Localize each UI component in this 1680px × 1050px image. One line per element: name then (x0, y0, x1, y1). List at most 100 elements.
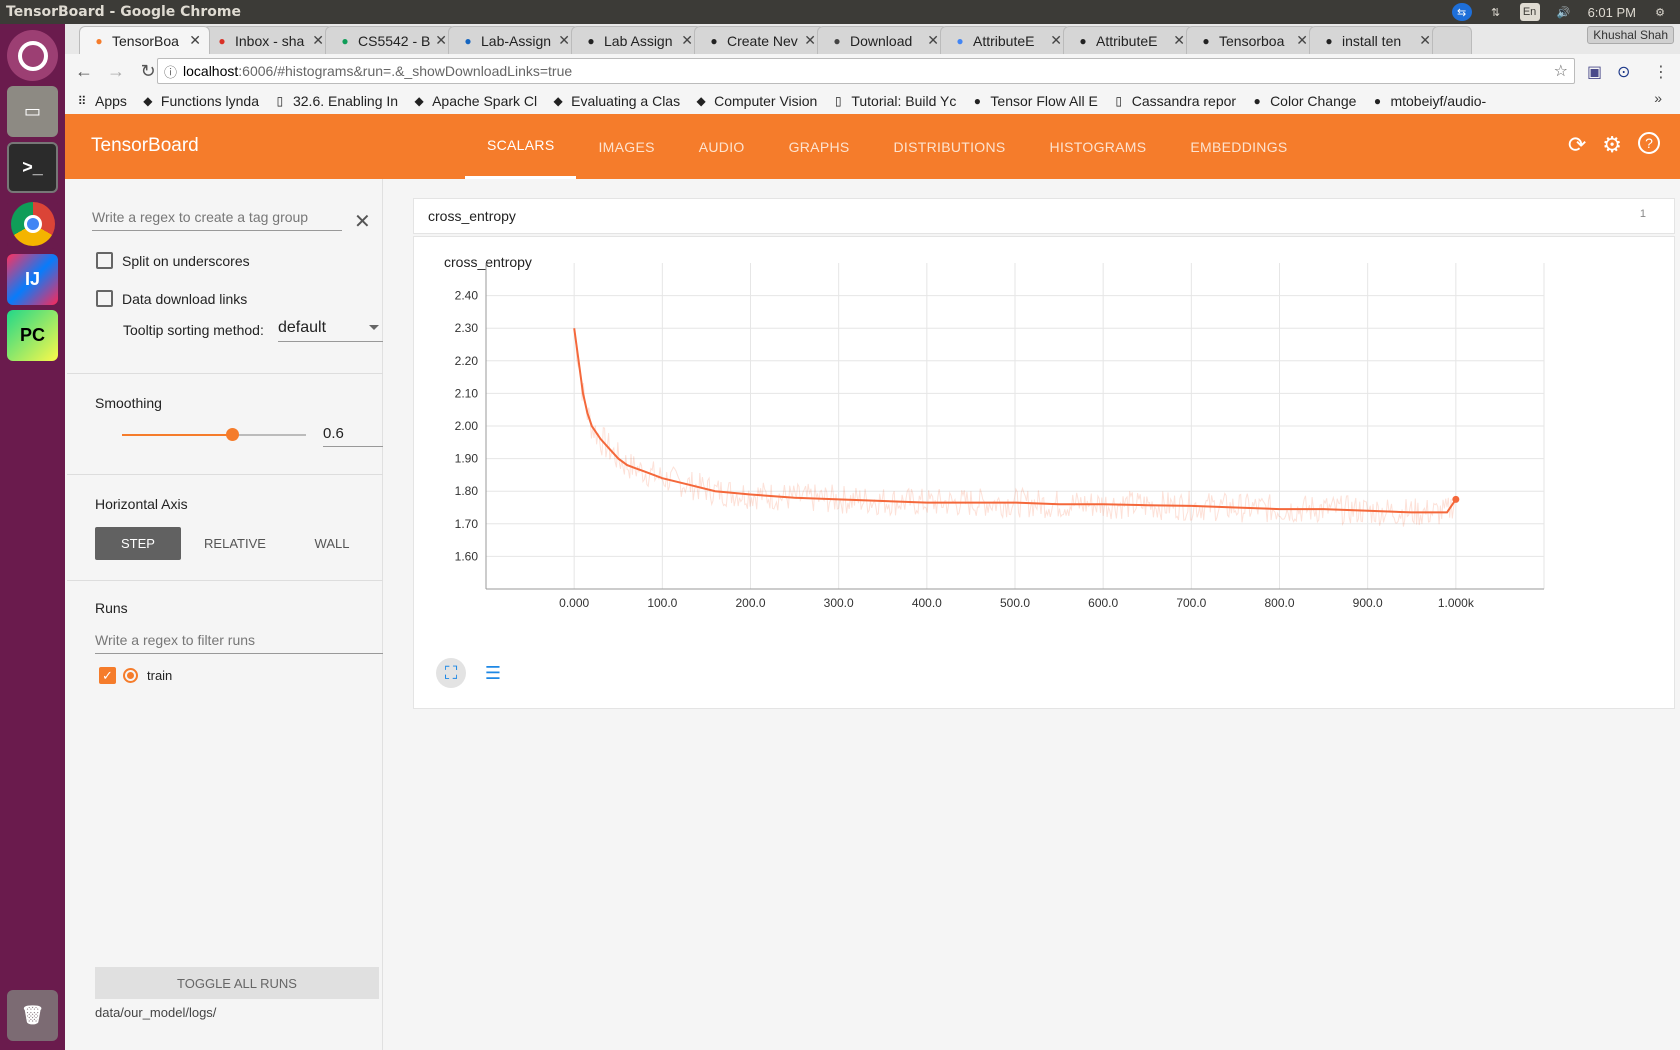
bookmark-label: Color Change (1270, 93, 1357, 109)
tab-scalars[interactable]: SCALARS (465, 114, 577, 179)
clock[interactable]: 6:01 PM (1587, 4, 1636, 20)
teamviewer-icon[interactable]: ⇆ (1451, 3, 1472, 21)
tab-close-icon[interactable]: ✕ (1173, 32, 1185, 48)
split-underscores-checkbox[interactable]: Split on underscores (96, 252, 250, 269)
tab-embeddings[interactable]: EMBEDDINGS (1190, 138, 1288, 155)
bookmark-item[interactable]: ◆ Computer Vision (694, 93, 817, 109)
browser-tab[interactable]: ● Tensorboa ✕ (1186, 26, 1317, 54)
browser-tab[interactable]: ● Lab-Assign ✕ (448, 26, 579, 54)
tab-audio[interactable]: AUDIO (698, 138, 745, 155)
tab-close-icon[interactable]: ✕ (312, 32, 324, 48)
tab-graphs[interactable]: GRAPHS (788, 138, 850, 155)
run-checkbox-check-icon[interactable]: ✓ (99, 667, 116, 684)
browser-tab[interactable]: ● Lab Assign ✕ (571, 26, 702, 54)
tab-close-icon[interactable]: ✕ (558, 32, 570, 48)
extension-play-icon[interactable]: ⊙ (1617, 64, 1631, 81)
clear-regex-close-icon[interactable]: ✕ (354, 211, 371, 233)
power-gear-icon[interactable]: ⚙ (1655, 6, 1665, 19)
forward-arrow-icon[interactable]: → (107, 60, 125, 81)
tab-close-icon[interactable]: ✕ (1296, 32, 1308, 48)
toggle-all-runs-button[interactable]: TOGGLE ALL RUNS (95, 967, 379, 999)
pycharm-icon[interactable]: PC (7, 310, 58, 361)
tab-close-icon[interactable]: ✕ (927, 32, 939, 48)
cross-entropy-chart[interactable]: 0.000 100.0 200.0 300.0 400.0 500.0 600.0 700.0… (414, 237, 1676, 657)
run-radio[interactable] (123, 668, 138, 683)
tab-close-icon[interactable]: ✕ (681, 32, 693, 48)
more-bookmarks-icon[interactable]: » (1654, 90, 1662, 106)
tag-group-header[interactable]: cross_entropy 1 (413, 198, 1675, 234)
tab-close-icon[interactable]: ✕ (189, 32, 201, 48)
back-arrow-icon[interactable]: ← (75, 60, 93, 81)
bookmark-item[interactable]: ▯ Tutorial: Build Yc (831, 93, 956, 109)
list-lines-icon[interactable]: ☰ (484, 662, 502, 683)
chrome-icon[interactable] (7, 198, 58, 249)
tab-distributions[interactable]: DISTRIBUTIONS (893, 138, 1006, 155)
tab-images[interactable]: IMAGES (598, 138, 655, 155)
file-manager-icon[interactable]: ▭ (7, 86, 58, 137)
smoothing-value-input[interactable]: 0.6 (323, 425, 383, 447)
browser-tab[interactable]: ● CS5542 - B ✕ (325, 26, 456, 54)
trash-icon[interactable]: 🗑 (7, 990, 58, 1041)
tab-label: Tensorboa (1219, 32, 1285, 49)
axis-relative-button[interactable]: RELATIVE (204, 536, 266, 551)
bookmark-item[interactable]: ◆ Apache Spark Cl (412, 93, 537, 109)
terminal-icon[interactable]: >_ (7, 142, 58, 193)
tab-close-icon[interactable]: ✕ (1050, 32, 1062, 48)
data-download-links-checkbox[interactable]: Data download links (96, 290, 247, 307)
bookmark-item[interactable]: ▯ Cassandra repor (1112, 93, 1236, 109)
checkbox-box[interactable] (96, 290, 113, 307)
bookmark-item[interactable]: ▯ 32.6. Enabling In (273, 93, 398, 109)
bookmark-label: Apps (95, 93, 127, 109)
bookmark-item[interactable]: ● Color Change (1250, 93, 1356, 109)
settings-gear-icon[interactable]: ⚙ (1602, 132, 1622, 157)
bookmark-item[interactable]: ● mtobeiyf/audio- (1370, 93, 1486, 109)
profile-button[interactable]: Khushal Shah (1587, 26, 1674, 44)
browser-tab[interactable]: ● Inbox - sha ✕ (202, 26, 333, 54)
browser-tab[interactable]: ● AttributeE ✕ (1063, 26, 1194, 54)
url-input[interactable]: ⓘ localhost:6006/#histograms&run=.&_show… (157, 58, 1575, 84)
axis-step-button[interactable]: STEP (95, 527, 181, 560)
run-item-train[interactable]: ✓ train (99, 667, 172, 684)
refresh-icon[interactable]: ⟳ (1567, 132, 1587, 157)
intellij-icon[interactable]: IJ (7, 254, 58, 305)
browser-tab[interactable]: ● install ten ✕ (1309, 26, 1440, 54)
github-icon: ● (1079, 33, 1087, 48)
bookmark-star-icon[interactable]: ☆ (1553, 63, 1568, 80)
apps-grid-icon: ⠿ (77, 94, 87, 108)
browser-tab[interactable]: ● TensorBoa ✕ (79, 26, 210, 54)
tab-close-icon[interactable]: ✕ (435, 32, 447, 48)
reload-icon[interactable]: ↻ (140, 60, 156, 81)
page-icon: ▯ (1115, 94, 1123, 108)
bookmark-item[interactable]: ◆ Evaluating a Clas (551, 93, 681, 109)
slider-thumb[interactable] (226, 428, 240, 441)
address-bar-row: ← → ↻ ⓘ localhost:6006/#histograms&run=.… (65, 54, 1680, 88)
bookmark-label: Tensor Flow All E (990, 93, 1098, 109)
fullscreen-icon[interactable]: ⛶ (436, 658, 466, 688)
tag-regex-input[interactable]: Write a regex to create a tag group (92, 209, 342, 231)
slider-fill (122, 434, 233, 436)
os-top-bar: TensorBoard - Google Chrome ⇆ ⇅ En 🔊 6:0… (0, 0, 1680, 24)
help-icon[interactable]: ? (1638, 132, 1660, 154)
network-icon[interactable]: ⇅ (1490, 6, 1501, 19)
bookmark-item[interactable]: ⠿ Apps (75, 93, 127, 109)
browser-tab[interactable]: ● Create Nev ✕ (694, 26, 825, 54)
smoothing-slider[interactable] (122, 428, 306, 441)
volume-icon[interactable]: 🔊 (1556, 6, 1571, 19)
language-indicator[interactable]: En (1519, 3, 1540, 21)
new-tab-button[interactable] (1432, 26, 1472, 54)
info-icon[interactable]: ⓘ (164, 64, 178, 80)
bookmark-item[interactable]: ● Tensor Flow All E (970, 93, 1098, 109)
tooltip-sorting-select[interactable]: default (278, 319, 383, 342)
bookmark-item[interactable]: ◆ Functions lynda (141, 93, 259, 109)
axis-wall-button[interactable]: WALL (314, 536, 350, 551)
browser-tab[interactable]: ● AttributeE ✕ (940, 26, 1071, 54)
menu-kebab-icon[interactable]: ⋮ (1653, 64, 1669, 81)
tab-histograms[interactable]: HISTOGRAMS (1049, 138, 1147, 155)
ubuntu-dash-icon[interactable] (7, 30, 58, 81)
tab-close-icon[interactable]: ✕ (804, 32, 816, 48)
extension-icon[interactable]: ▣ (1587, 64, 1603, 81)
browser-tab[interactable]: ● Download ✕ (817, 26, 948, 54)
runs-filter-input[interactable]: Write a regex to filter runs (95, 632, 383, 654)
checkbox-box[interactable] (96, 252, 113, 269)
tab-close-icon[interactable]: ✕ (1419, 32, 1431, 48)
